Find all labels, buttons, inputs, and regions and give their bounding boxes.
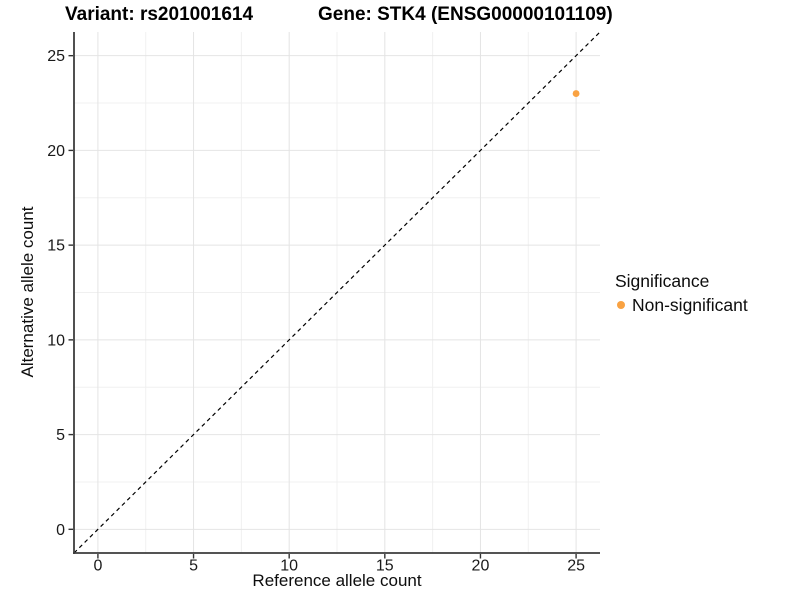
legend-item-label: Non-significant	[632, 295, 748, 315]
y-tick-label: 0	[56, 522, 65, 539]
identity-line	[73, 31, 601, 554]
data-point	[572, 90, 580, 97]
x-tick-label: 25	[567, 558, 585, 575]
y-tick-label: 25	[47, 48, 65, 65]
y-axis-title: Alternative allele count	[18, 206, 37, 378]
x-tick-label: 20	[472, 558, 490, 575]
legend-items: Non-significant	[615, 295, 748, 315]
x-axis-title: Reference allele count	[252, 571, 422, 590]
y-tick-label: 20	[47, 143, 65, 160]
plot-title-gene: Gene: STK4 (ENSG00000101109)	[318, 4, 613, 25]
y-tick-label: 5	[56, 427, 65, 444]
x-tick-label: 15	[376, 558, 394, 575]
legend-item: Non-significant	[615, 295, 748, 315]
legend-title: Significance	[615, 271, 710, 291]
x-tick-label: 5	[189, 558, 198, 575]
x-tick-label: 0	[93, 558, 102, 575]
y-tick-label: 15	[47, 238, 65, 255]
y-tick-label: 10	[47, 332, 65, 349]
legend: Significance Non-significant	[615, 271, 748, 315]
legend-key-dot-icon	[617, 301, 625, 309]
plot-title-variant: Variant: rs201001614	[65, 4, 254, 25]
x-tick-label: 10	[280, 558, 298, 575]
